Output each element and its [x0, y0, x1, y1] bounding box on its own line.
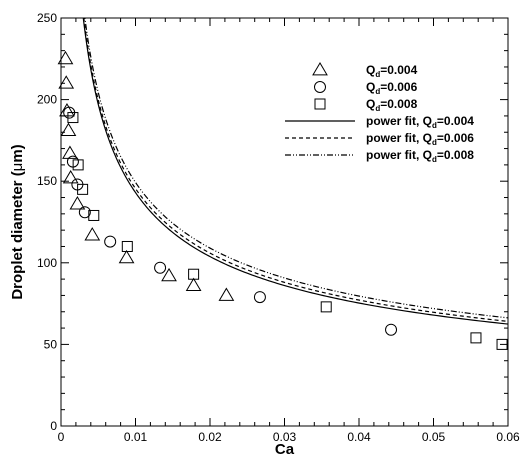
- fit-curve: [83, 18, 508, 322]
- triangle-marker: [60, 122, 77, 137]
- triangle-marker: [62, 145, 78, 159]
- legend-label: Qd=0.004: [366, 63, 418, 79]
- y-tick-label: 50: [44, 337, 58, 351]
- legend-label: Qd=0.008: [366, 97, 418, 113]
- data-markers: [57, 50, 508, 350]
- x-tick-label: 0.04: [347, 430, 371, 444]
- legend-label: power fit, Qd=0.008: [366, 148, 474, 164]
- square-marker: [496, 338, 508, 350]
- triangle-marker: [185, 277, 202, 292]
- axis-ticks: [60, 17, 509, 427]
- circle-marker: [154, 261, 167, 274]
- x-tick-label: 0.01: [124, 430, 148, 444]
- square-marker: [88, 209, 100, 221]
- legend-label: power fit, Qd=0.004: [366, 114, 474, 130]
- square-marker: [314, 98, 326, 110]
- circle-marker: [104, 235, 117, 248]
- x-axis-label: Ca: [275, 441, 295, 458]
- square-marker: [67, 112, 79, 124]
- x-tick-label: 0.03: [273, 430, 297, 444]
- plot-frame: [60, 17, 509, 427]
- circle-marker: [253, 291, 266, 304]
- triangle-marker: [58, 75, 75, 89]
- y-tick-label: 150: [37, 174, 57, 188]
- y-tick-label: 100: [37, 256, 57, 270]
- square-marker: [188, 268, 200, 280]
- triangle-marker: [62, 169, 79, 184]
- y-tick-label: 250: [37, 11, 57, 25]
- square-marker: [72, 159, 84, 171]
- triangle-marker: [312, 62, 328, 76]
- triangle-marker: [161, 267, 177, 282]
- circle-marker: [314, 81, 326, 93]
- circle-marker: [385, 323, 398, 336]
- x-tick-label: 0.02: [198, 430, 222, 444]
- tick-labels: 0 0.01 0.02 0.03 0.04 0.05 0.06 0 50 100 150 200 250: [37, 11, 520, 444]
- triangle-marker: [84, 227, 101, 241]
- legend-label: Qd=0.006: [366, 80, 418, 96]
- y-axis-label: Droplet diameter (μm): [9, 144, 26, 299]
- circle-marker: [78, 206, 91, 219]
- triangle-marker: [218, 287, 235, 301]
- square-marker: [470, 332, 482, 344]
- triangle-marker: [118, 249, 135, 264]
- fit-curves: [82, 18, 508, 325]
- y-tick-label: 0: [50, 419, 57, 433]
- square-marker: [320, 301, 332, 313]
- y-tick-label: 200: [37, 93, 57, 107]
- triangle-marker: [57, 50, 74, 65]
- triangle-marker: [69, 196, 86, 210]
- triangle-marker: [59, 103, 75, 117]
- legend-label: power fit, Qd=0.006: [366, 131, 474, 147]
- square-marker: [77, 183, 89, 195]
- x-tick-label: 0.05: [422, 430, 446, 444]
- square-marker: [121, 240, 133, 252]
- x-tick-label: 0: [58, 430, 65, 444]
- fit-curve: [82, 18, 508, 325]
- x-tick-label: 0.06: [496, 430, 520, 444]
